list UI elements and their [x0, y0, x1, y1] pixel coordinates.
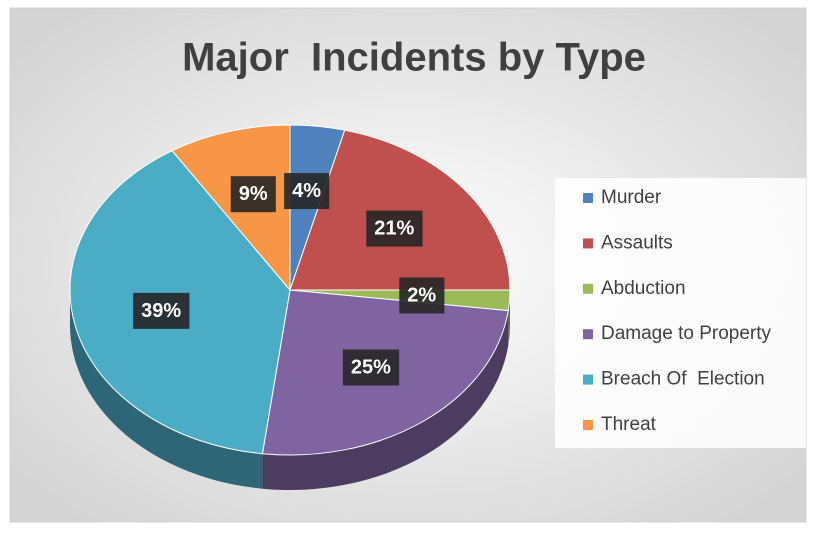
data-label: 21%: [374, 218, 414, 240]
data-label-box: [399, 277, 445, 314]
data-label-box: [366, 210, 423, 247]
pie-slice: [289, 129, 511, 291]
data-label-box: [230, 176, 276, 213]
legend-swatch: [583, 283, 593, 294]
legend-swatch: [583, 238, 593, 249]
data-label: 4%: [292, 180, 321, 202]
pie-side: [70, 290, 263, 489]
legend-label: Assaults: [601, 232, 673, 253]
chart-title: Major Incidents by Type: [182, 36, 646, 80]
data-label-box: [342, 349, 400, 386]
data-label: 9%: [239, 183, 268, 205]
legend: [555, 178, 806, 448]
data-label: 2%: [407, 284, 436, 306]
legend-label: Threat: [601, 414, 657, 435]
data-label: 25%: [351, 357, 391, 379]
data-label-box: [133, 292, 190, 329]
legend-label: Murder: [601, 187, 662, 208]
pie-side: [262, 310, 509, 490]
legend-label: Damage to Property: [601, 323, 772, 344]
legend-label: Abduction: [601, 278, 686, 299]
legend-swatch: [583, 193, 593, 203]
data-label: 39%: [141, 300, 181, 322]
data-label-box: [284, 173, 330, 210]
legend-swatch: [583, 374, 593, 385]
legend-label: Breach Of Election: [601, 369, 765, 390]
legend-swatch: [583, 329, 593, 340]
legend-swatch: [583, 420, 593, 430]
